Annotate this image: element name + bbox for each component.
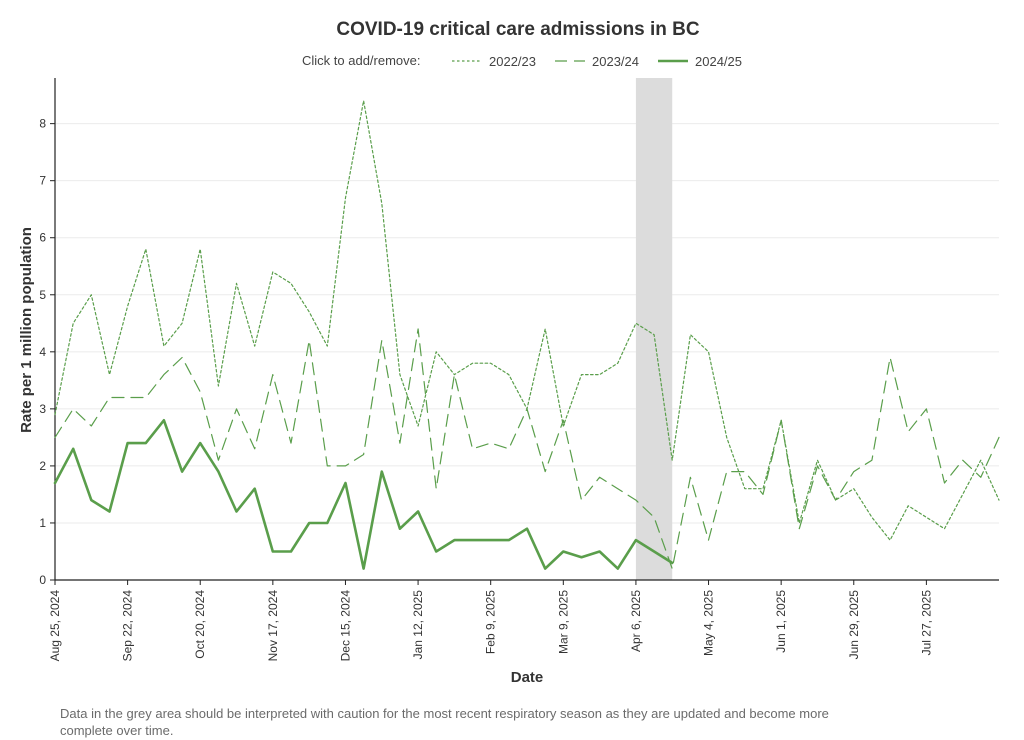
x-tick-label: May 4, 2025 (702, 590, 716, 656)
plot-area: 0 1 2 3 4 5 6 7 8 Aug 25, 2024 Sep 22, 2024 Oct 20,… (39, 78, 1000, 662)
y-tick-label: 6 (39, 231, 46, 245)
series-line-2023-24[interactable] (54, 328, 1000, 570)
legend: Click to add/remove: 2022/23 2023/24 2024/… (302, 53, 742, 69)
x-tick-label: Jun 1, 2025 (774, 590, 788, 653)
x-tick-label: Jan 12, 2025 (411, 590, 425, 660)
y-axis-label: Rate per 1 million population (18, 227, 35, 433)
y-tick-label: 7 (39, 174, 46, 188)
y-tick-label: 4 (39, 345, 46, 359)
shaded-region (635, 78, 673, 580)
x-tick-label: Sep 22, 2024 (121, 590, 135, 662)
y-tick-label: 0 (39, 573, 46, 587)
x-tick-label: Jun 29, 2025 (847, 590, 861, 660)
legend-label: 2023/24 (592, 54, 639, 69)
footnote: Data in the grey area should be interpre… (60, 706, 829, 738)
x-tick-label: Dec 15, 2024 (338, 590, 352, 662)
legend-item-2024-25[interactable]: 2024/25 (658, 54, 742, 69)
x-tick-label: Nov 17, 2024 (266, 590, 280, 662)
x-axis-label: Date (511, 669, 544, 686)
x-tick-label: Oct 20, 2024 (193, 590, 207, 659)
chart-title: COVID-19 critical care admissions in BC (336, 19, 700, 40)
legend-item-2022-23[interactable]: 2022/23 (452, 54, 536, 69)
chart: COVID-19 critical care admissions in BC … (18, 19, 1000, 686)
series-line-2024-25[interactable] (53, 419, 674, 570)
x-tick-label: Feb 9, 2025 (484, 590, 498, 654)
legend-item-2023-24[interactable]: 2023/24 (555, 54, 639, 69)
y-tick-label: 3 (39, 402, 46, 416)
y-tick-label: 1 (39, 516, 46, 530)
x-tick-label: Jul 27, 2025 (919, 590, 933, 656)
series-line-2022-23[interactable] (54, 100, 1000, 541)
y-tick-label: 5 (39, 288, 46, 302)
y-tick-label: 8 (39, 117, 46, 131)
x-tick-label: Aug 25, 2024 (48, 590, 62, 662)
x-tick-label: Mar 9, 2025 (556, 590, 570, 654)
legend-prompt: Click to add/remove: (302, 53, 421, 68)
legend-label: 2022/23 (489, 54, 536, 69)
x-tick-label: Apr 6, 2025 (629, 590, 643, 652)
legend-label: 2024/25 (695, 54, 742, 69)
y-tick-label: 2 (39, 459, 46, 473)
